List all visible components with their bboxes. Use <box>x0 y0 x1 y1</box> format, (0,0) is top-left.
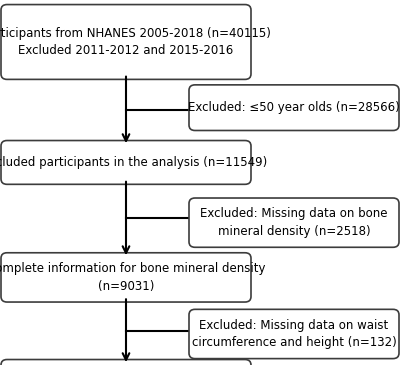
FancyBboxPatch shape <box>1 4 251 79</box>
FancyBboxPatch shape <box>189 309 399 358</box>
FancyBboxPatch shape <box>1 360 251 365</box>
Text: Excluded: Missing data on bone
mineral density (n=2518): Excluded: Missing data on bone mineral d… <box>200 207 388 238</box>
Text: Excluded: ≤50 year olds (n=28566): Excluded: ≤50 year olds (n=28566) <box>188 101 400 114</box>
FancyBboxPatch shape <box>1 141 251 184</box>
Text: Excluded: Missing data on waist
circumference and height (n=132): Excluded: Missing data on waist circumfe… <box>192 319 396 349</box>
Text: Participants from NHANES 2005-2018 (n=40115)
Excluded 2011-2012 and 2015-2016: Participants from NHANES 2005-2018 (n=40… <box>0 27 270 57</box>
Text: Included participants in the analysis (n=11549): Included participants in the analysis (n… <box>0 156 267 169</box>
FancyBboxPatch shape <box>189 85 399 131</box>
FancyBboxPatch shape <box>189 198 399 247</box>
Text: Complete information for bone mineral density
(n=9031): Complete information for bone mineral de… <box>0 262 265 293</box>
FancyBboxPatch shape <box>1 253 251 302</box>
